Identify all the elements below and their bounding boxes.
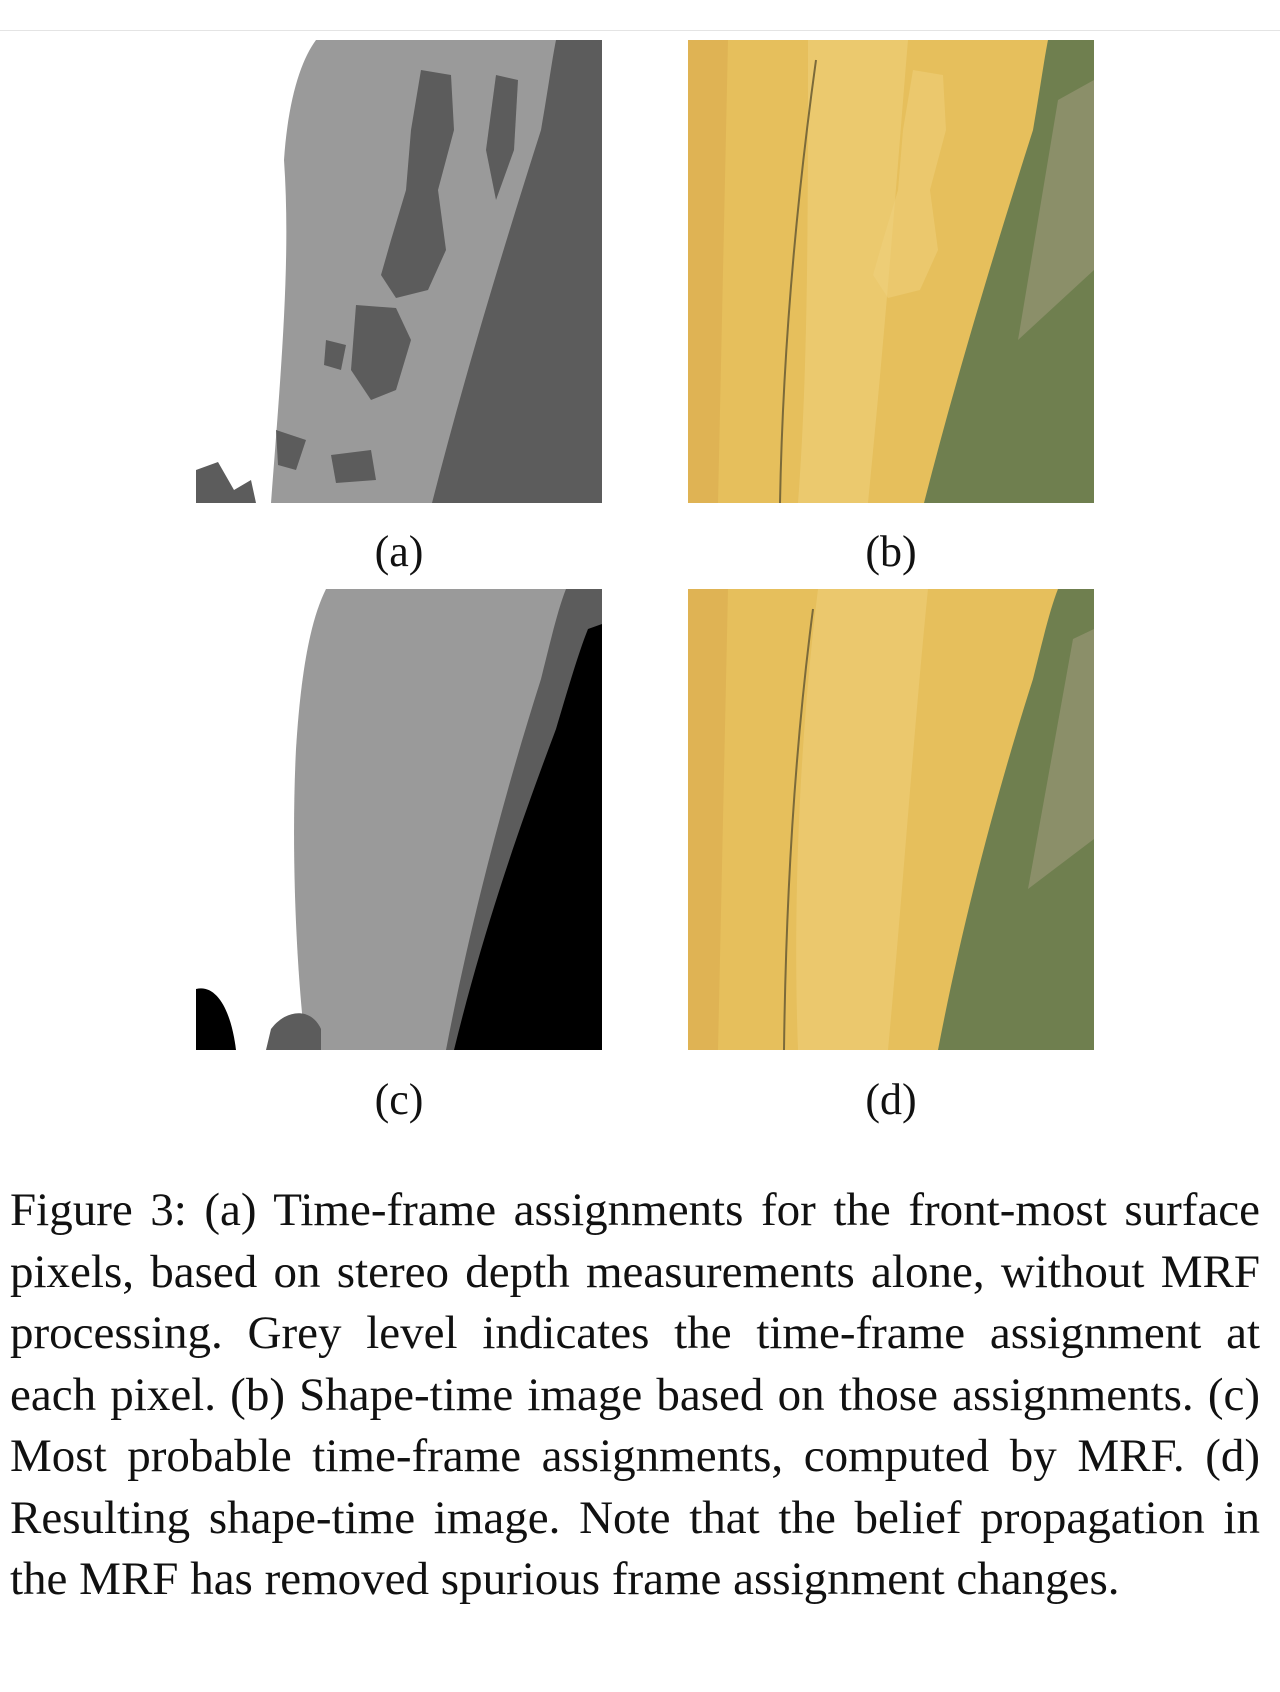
panel-b-label: (b) (865, 527, 917, 576)
foliage-highlight (1028, 629, 1094, 889)
light-strip (796, 589, 928, 1050)
black-region (454, 624, 602, 1050)
leaf-vein (779, 59, 817, 503)
green-foliage-region (938, 589, 1094, 1050)
panel-d-svg (688, 589, 1094, 1050)
panel-d-image (688, 589, 1094, 1050)
panel-a-image (196, 40, 602, 503)
dark-grey-blob (266, 1013, 321, 1050)
panel-d-label: (d) (865, 1075, 917, 1124)
panel-c-image (196, 589, 602, 1050)
panel-a-label: (a) (374, 527, 424, 576)
top-rule (0, 30, 1280, 31)
dark-patch (331, 450, 376, 483)
light-strip (798, 40, 908, 503)
black-corner-blob (196, 988, 236, 1050)
panel-b-image (688, 40, 1094, 503)
shadow-edge (688, 40, 728, 503)
foliage-highlight (1018, 80, 1094, 340)
dark-patch (276, 430, 306, 470)
shadow-edge (688, 589, 728, 1050)
dark-patch (486, 75, 518, 200)
panel-c-svg (196, 589, 602, 1050)
light-patch (873, 70, 946, 298)
leaf-vein (783, 608, 814, 1050)
panel-c-label: (c) (374, 1075, 424, 1124)
dark-patch (324, 340, 346, 370)
panel-b-svg (688, 40, 1094, 503)
dark-patch (381, 70, 454, 298)
panel-a-svg (196, 40, 602, 503)
figure-caption: Figure 3: (a) Time-frame assignments for… (10, 1184, 1260, 1605)
dark-grey-region (432, 40, 602, 503)
dark-patch (196, 462, 256, 503)
dark-patch (351, 305, 411, 400)
